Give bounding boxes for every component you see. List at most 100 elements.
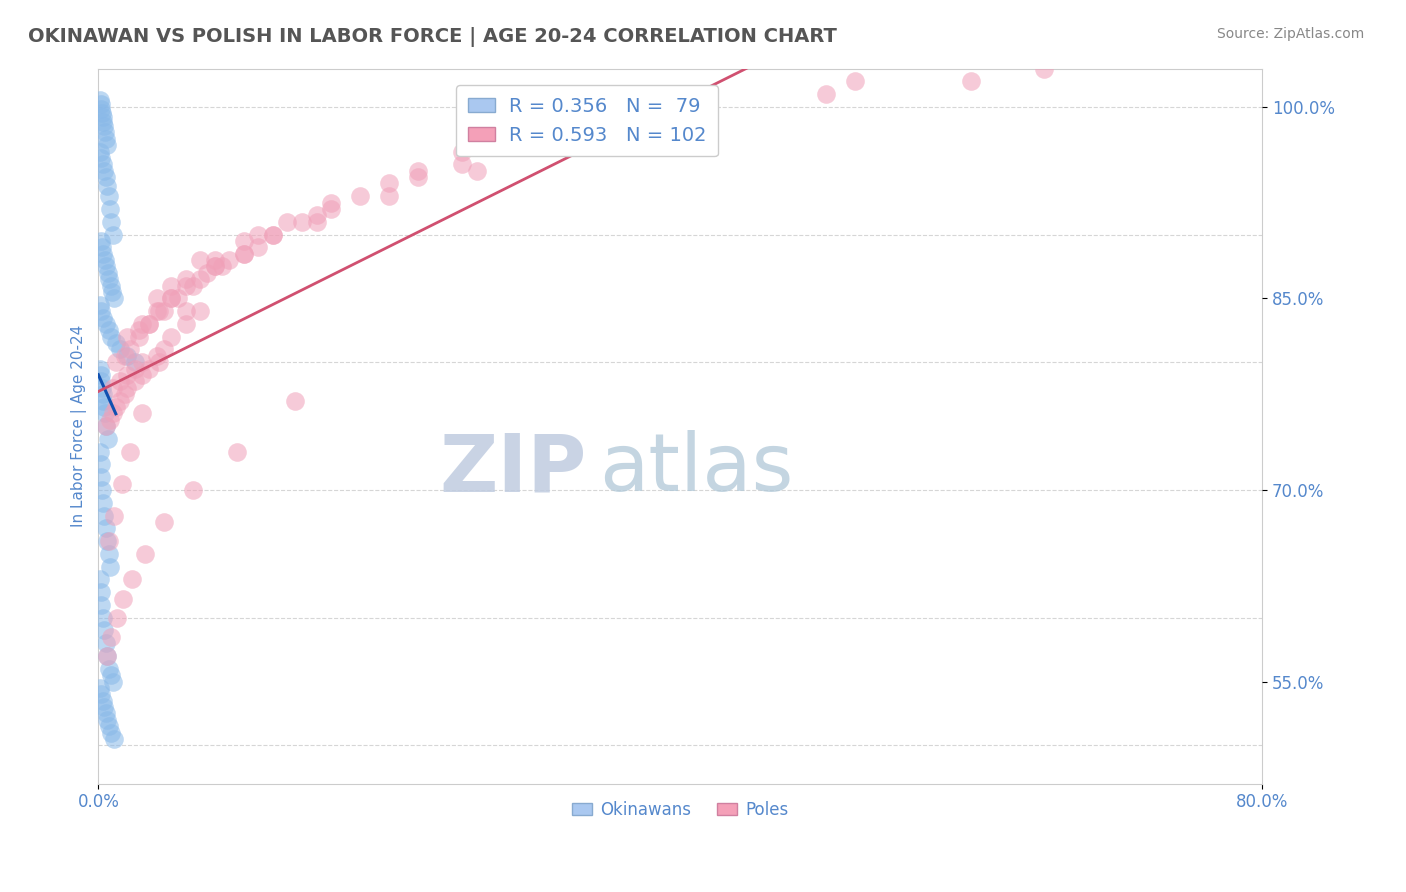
Point (174, 278, 197, 293)
Point (89, 573, 111, 587)
Point (98, 272, 121, 286)
Point (91, 483, 114, 497)
Point (408, 163, 430, 178)
Point (94, 521, 117, 535)
Point (128, 329, 150, 343)
Point (160, 292, 183, 306)
Point (117, 381, 139, 395)
Point (91, 310, 114, 325)
Point (523, 138, 546, 153)
Point (844, 74, 866, 88)
Point (91, 110, 114, 124)
Point (276, 215, 298, 229)
Point (90, 368, 112, 382)
Point (94, 170, 117, 185)
Point (378, 177, 401, 191)
Point (97, 266, 120, 280)
Point (104, 336, 127, 351)
Point (94, 706, 117, 721)
Point (262, 227, 284, 242)
Point (90, 598, 112, 612)
Point (232, 234, 254, 248)
Point (167, 292, 190, 306)
Point (211, 260, 233, 274)
Point (131, 368, 153, 382)
Point (669, 106, 692, 120)
Point (117, 368, 139, 382)
Point (90, 103, 112, 117)
Point (101, 227, 124, 242)
Text: Source: ZipAtlas.com: Source: ZipAtlas.com (1216, 27, 1364, 41)
Point (112, 591, 135, 606)
Point (148, 304, 170, 318)
Point (100, 329, 122, 343)
Point (378, 189, 401, 203)
Point (90, 97, 112, 112)
Point (523, 138, 546, 153)
Point (97, 534, 120, 549)
Point (114, 349, 136, 363)
Point (204, 253, 226, 268)
Point (145, 304, 167, 318)
Point (181, 483, 204, 497)
Point (97, 189, 120, 203)
Point (204, 260, 226, 274)
Point (89, 681, 111, 695)
Point (291, 215, 314, 229)
Point (89, 298, 111, 312)
Point (225, 444, 247, 458)
Point (93, 115, 115, 129)
Point (100, 215, 122, 229)
Point (160, 329, 183, 343)
Point (90, 375, 112, 389)
Point (117, 329, 139, 343)
Point (131, 317, 153, 331)
Point (120, 444, 142, 458)
Point (124, 355, 146, 369)
Point (131, 406, 153, 420)
Point (232, 246, 254, 260)
Point (188, 272, 211, 286)
Point (103, 292, 125, 306)
Point (232, 246, 254, 260)
Point (94, 406, 117, 420)
Point (90, 151, 112, 165)
Point (89, 444, 111, 458)
Point (160, 278, 183, 293)
Point (89, 94, 111, 108)
Point (93, 393, 115, 408)
Point (153, 343, 176, 357)
Point (145, 349, 167, 363)
Point (124, 361, 146, 376)
Point (108, 375, 131, 389)
Point (93, 508, 115, 523)
Point (104, 400, 127, 414)
Point (98, 559, 121, 574)
Point (134, 547, 156, 561)
Point (105, 610, 128, 624)
Point (174, 304, 197, 318)
Point (96, 419, 118, 434)
Point (451, 157, 474, 171)
Point (117, 349, 139, 363)
Point (91, 381, 114, 395)
Point (90, 585, 112, 599)
Point (174, 317, 197, 331)
Point (111, 476, 134, 491)
Point (101, 406, 124, 420)
Point (97, 547, 120, 561)
Point (91, 157, 114, 171)
Point (138, 317, 160, 331)
Point (669, 112, 692, 127)
Point (91, 694, 114, 708)
Point (174, 272, 197, 286)
Point (96, 138, 118, 153)
Point (247, 240, 270, 254)
Point (181, 278, 204, 293)
Point (100, 630, 122, 644)
Point (153, 304, 176, 318)
Point (97, 719, 120, 733)
Point (90, 234, 112, 248)
Point (814, 87, 837, 101)
Point (91, 496, 114, 510)
